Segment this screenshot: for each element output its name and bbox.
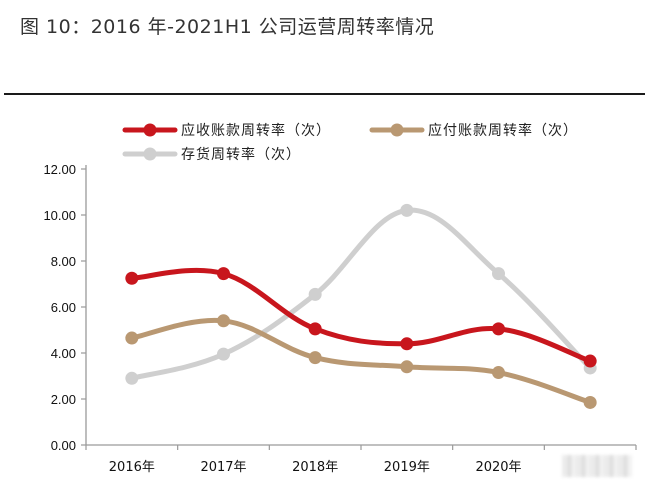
data-point <box>308 351 322 365</box>
watermark-blur <box>562 455 632 477</box>
legend-item: 应付账款周转率（次） <box>369 122 578 139</box>
legend-label: 应付账款周转率（次） <box>428 122 578 139</box>
y-tick-label: 10.00 <box>43 208 76 223</box>
series-0 <box>125 267 597 368</box>
chart-legend: 应收账款周转率（次） 应付账款周转率（次） 存货周转率（次） <box>122 122 578 163</box>
y-tick-label: 0.00 <box>51 438 76 453</box>
data-point <box>217 314 230 328</box>
series-2 <box>125 203 597 385</box>
series-1 <box>125 314 597 409</box>
y-tick-label: 8.00 <box>51 254 76 269</box>
y-tick-label: 4.00 <box>51 346 76 361</box>
legend-label: 应收账款周转率（次） <box>181 122 331 139</box>
legend-swatch-marker <box>143 123 157 137</box>
legend-label: 存货周转率（次） <box>181 146 301 163</box>
data-point <box>583 395 597 409</box>
x-tick-label: 2016年 <box>109 460 155 475</box>
data-point <box>217 347 230 361</box>
data-point <box>492 366 505 380</box>
data-point <box>400 337 414 351</box>
data-point <box>400 203 414 217</box>
x-tick-label: 2017年 <box>200 460 246 475</box>
data-point <box>125 371 139 385</box>
page-title: 图 10：2016 年-2021H1 公司运营周转率情况 <box>20 16 435 38</box>
y-tick-label: 6.00 <box>51 300 76 315</box>
y-tick-label: 2.00 <box>51 392 76 407</box>
series-line <box>129 207 593 381</box>
data-point <box>400 360 414 374</box>
data-point <box>308 287 322 301</box>
legend-item: 存货周转率（次） <box>122 146 301 163</box>
series-line <box>129 267 593 364</box>
x-tick-label: 2018年 <box>292 460 338 475</box>
x-tick-label: 2019年 <box>384 460 430 475</box>
data-point <box>217 267 230 281</box>
data-point <box>583 354 597 368</box>
x-tick-label: 2020年 <box>475 460 521 475</box>
chart-series <box>125 203 597 409</box>
title-divider <box>4 93 645 95</box>
legend-swatch-marker <box>143 147 157 161</box>
y-tick-label: 12.00 <box>43 162 76 177</box>
data-point <box>125 271 139 285</box>
data-point <box>492 267 505 281</box>
legend-item: 应收账款周转率（次） <box>122 122 331 139</box>
legend-swatch-marker <box>390 123 404 137</box>
chart-axes: 0.00 2.00 4.00 6.00 8.00 10.00 12.00 2016年 2017年… <box>43 162 637 475</box>
series-line <box>129 317 593 405</box>
data-point <box>308 322 322 336</box>
data-point <box>492 322 505 336</box>
data-point <box>125 331 139 345</box>
